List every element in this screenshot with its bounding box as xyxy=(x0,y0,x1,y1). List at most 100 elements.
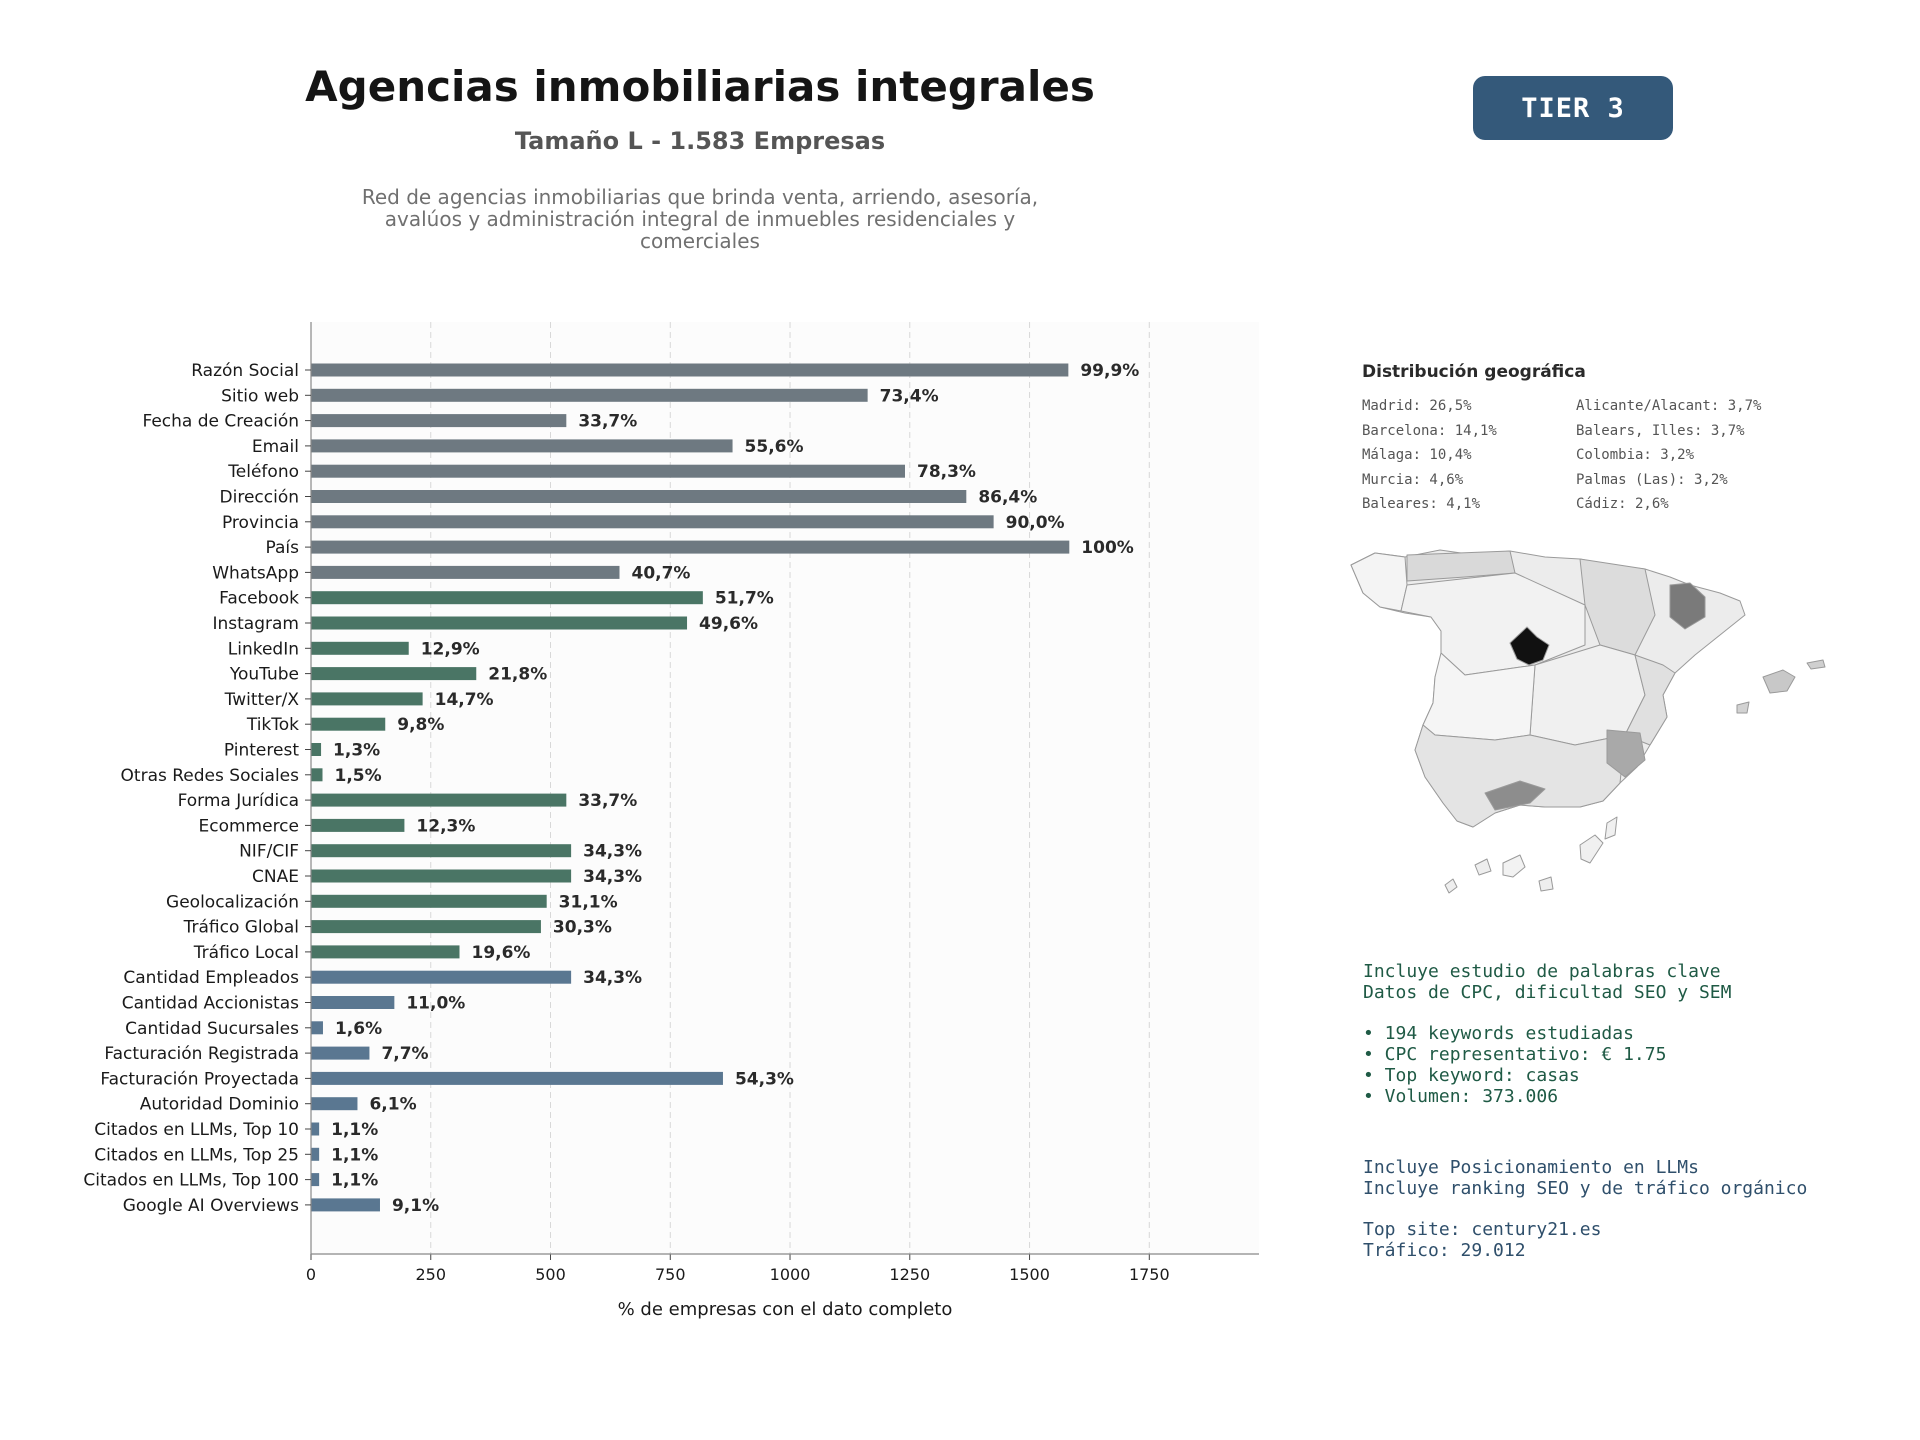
data-label: 11,0% xyxy=(406,994,465,1014)
x-tick-label: 0 xyxy=(306,1265,316,1284)
bar xyxy=(311,490,967,503)
geo-distribution-list: Madrid: 26,5% Alicante/Alacant: 3,7% Bar… xyxy=(1362,398,1822,512)
map-valencia xyxy=(1624,654,1676,746)
data-label: 1,6% xyxy=(335,1019,382,1039)
data-label: 21,8% xyxy=(488,665,547,685)
map-andalucia xyxy=(1414,724,1626,828)
category-label: Google AI Overviews xyxy=(123,1196,299,1216)
x-tick-label: 500 xyxy=(535,1265,566,1284)
map-madrid xyxy=(1509,626,1550,666)
data-label: 19,6% xyxy=(471,943,530,963)
data-label: 1,1% xyxy=(331,1145,378,1165)
seo-bullet-top-keyword: • Top keyword: casas xyxy=(1363,1065,1580,1086)
data-label: 49,6% xyxy=(699,614,758,634)
category-label: Provincia xyxy=(222,513,299,533)
data-label: 1,1% xyxy=(331,1171,378,1191)
seo-info: Incluye estudio de palabras clave Datos d… xyxy=(1363,961,1731,1107)
data-label: 40,7% xyxy=(631,563,690,583)
category-label: LinkedIn xyxy=(228,639,299,659)
seo-line-2: Datos de CPC, dificultad SEO y SEM xyxy=(1363,982,1732,1003)
geo-item: Palmas (Las): 3,2% xyxy=(1576,471,1728,488)
bar xyxy=(311,363,1069,377)
data-label: 100% xyxy=(1081,538,1134,558)
data-label: 90,0% xyxy=(1006,513,1065,533)
data-label: 1,5% xyxy=(334,766,381,786)
bar xyxy=(311,844,572,858)
bar xyxy=(311,414,567,428)
data-label: 9,1% xyxy=(392,1196,439,1216)
seo-bullet-volume: • Volumen: 373.006 xyxy=(1363,1086,1559,1107)
category-label: Email xyxy=(252,437,299,457)
bar xyxy=(311,439,733,453)
seo-bullet-cpc: • CPC representativo: € 1.75 xyxy=(1363,1044,1667,1065)
category-label: CNAE xyxy=(252,867,299,887)
category-label: WhatsApp xyxy=(212,563,299,583)
data-label: 30,3% xyxy=(553,918,612,938)
category-label: Otras Redes Sociales xyxy=(121,766,300,786)
data-label: 54,3% xyxy=(735,1069,794,1089)
x-axis-label: % de empresas con el dato completo xyxy=(618,1299,953,1320)
data-label: 51,7% xyxy=(715,589,774,609)
page-subtitle: Tamaño L - 1.583 Empresas xyxy=(514,127,886,155)
llm-top-site: Top site: century21.es xyxy=(1363,1219,1602,1240)
map-canarias-2 xyxy=(1474,858,1492,876)
x-tick-label: 1250 xyxy=(889,1265,930,1284)
category-label: Facturación Proyectada xyxy=(100,1069,299,1089)
bar xyxy=(311,743,322,756)
category-label: Citados en LLMs, Top 25 xyxy=(94,1145,299,1165)
category-label: Instagram xyxy=(213,614,300,634)
category-label: Cantidad Accionistas xyxy=(122,994,299,1014)
seo-line-1: Incluye estudio de palabras clave xyxy=(1363,961,1721,982)
geo-item: Cádiz: 2,6% xyxy=(1576,496,1669,512)
plot-background xyxy=(311,322,1259,1254)
map-malaga xyxy=(1484,780,1546,811)
bar xyxy=(311,1173,320,1187)
x-tick-label: 1750 xyxy=(1129,1265,1170,1284)
geo-item: Barcelona: 14,1% xyxy=(1362,422,1497,439)
bar xyxy=(311,1021,323,1035)
data-label: 33,7% xyxy=(578,791,637,811)
geo-item: Madrid: 26,5% xyxy=(1362,398,1472,414)
category-label: Ecommerce xyxy=(199,816,300,836)
map-baleares-ibiza xyxy=(1736,701,1750,714)
category-label: Cantidad Sucursales xyxy=(125,1019,299,1039)
data-label: 34,3% xyxy=(583,968,642,988)
data-label: 73,4% xyxy=(880,386,939,406)
spain-map xyxy=(1350,549,1826,894)
map-canarias-5 xyxy=(1579,834,1604,864)
category-label: Citados en LLMs, Top 100 xyxy=(83,1171,299,1191)
map-baleares-mallorca xyxy=(1762,669,1796,694)
geo-item: Alicante/Alacant: 3,7% xyxy=(1576,398,1762,414)
bar xyxy=(311,1122,320,1136)
bar xyxy=(311,818,405,832)
geo-item: Balears, Illes: 3,7% xyxy=(1576,422,1745,439)
map-cantabrico xyxy=(1406,550,1516,582)
category-label: Forma Jurídica xyxy=(178,791,299,811)
llm-traffic: Tráfico: 29.012 xyxy=(1363,1240,1526,1261)
geo-item: Baleares: 4,1% xyxy=(1362,496,1481,512)
bar xyxy=(311,869,572,883)
bar xyxy=(311,388,868,402)
bar xyxy=(311,768,323,782)
data-label: 14,7% xyxy=(435,690,494,710)
category-label: Geolocalización xyxy=(166,892,299,912)
data-label: 1,3% xyxy=(333,741,380,761)
x-tick-label: 1000 xyxy=(770,1265,811,1284)
category-label: Razón Social xyxy=(191,361,299,381)
bar xyxy=(311,894,547,908)
data-label: 78,3% xyxy=(917,462,976,482)
category-label: Dirección xyxy=(220,488,299,508)
bar xyxy=(311,717,386,731)
data-label: 9,8% xyxy=(397,715,444,735)
bar xyxy=(311,641,409,655)
bar xyxy=(311,692,423,706)
bar xyxy=(311,1097,358,1111)
data-label: 99,9% xyxy=(1080,361,1139,381)
x-tick-label: 1500 xyxy=(1009,1265,1050,1284)
category-label: Facturación Registrada xyxy=(104,1044,299,1064)
category-label: TikTok xyxy=(246,715,299,735)
map-canarias-3 xyxy=(1502,854,1526,878)
category-label: Sitio web xyxy=(221,386,299,406)
category-label: YouTube xyxy=(229,665,299,685)
map-baleares-menorca xyxy=(1806,659,1826,670)
